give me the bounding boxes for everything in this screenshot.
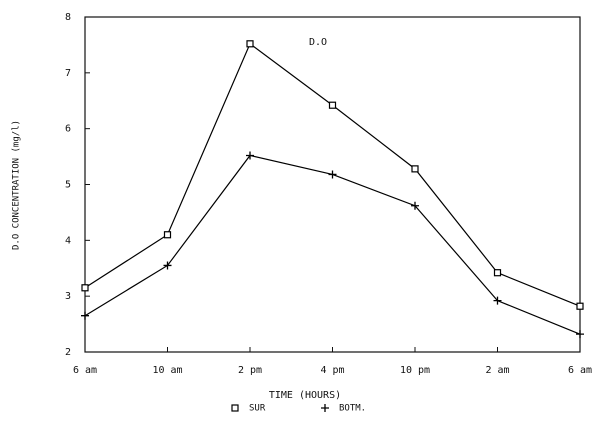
data-point <box>576 302 584 310</box>
plot-frame <box>84 16 581 353</box>
legend-marker <box>321 404 329 412</box>
data-point <box>493 269 502 277</box>
x-axis-label: TIME (HOURS) <box>269 390 341 401</box>
y-tick-label: 6 <box>65 124 71 135</box>
chart-title: D.O <box>309 37 327 48</box>
data-point <box>246 40 254 48</box>
data-point <box>81 311 89 320</box>
legend-label: SUR <box>249 404 266 414</box>
y-tick-label: 4 <box>65 235 71 246</box>
x-tick-label: 10 pm <box>400 365 430 376</box>
legend-marker <box>231 404 239 412</box>
x-tick-label: 6 am <box>73 365 97 376</box>
data-point <box>163 261 172 270</box>
y-tick-label: 5 <box>65 180 71 191</box>
x-tick-label: 2 pm <box>238 365 262 376</box>
y-tick-label: 8 <box>65 12 71 23</box>
data-point <box>163 231 172 239</box>
data-point <box>328 170 337 179</box>
x-tick-label: 4 pm <box>320 365 344 376</box>
data-point <box>411 201 419 210</box>
data-point <box>328 101 337 109</box>
data-point <box>411 165 419 173</box>
legend-label: BOTM. <box>339 404 366 414</box>
y-tick-label: 2 <box>65 347 71 358</box>
x-tick-label: 6 am <box>568 365 592 376</box>
series-line <box>84 154 581 335</box>
y-axis-label: D.O CONCENTRATION (mg/l) <box>12 120 22 250</box>
y-tick-label: 7 <box>65 68 71 79</box>
data-point <box>246 151 254 160</box>
y-tick-label: 3 <box>65 291 71 302</box>
data-point <box>81 284 89 292</box>
x-tick-label: 2 am <box>485 365 509 376</box>
x-tick-label: 10 am <box>152 365 182 376</box>
data-point <box>576 330 584 339</box>
data-point <box>493 296 502 305</box>
